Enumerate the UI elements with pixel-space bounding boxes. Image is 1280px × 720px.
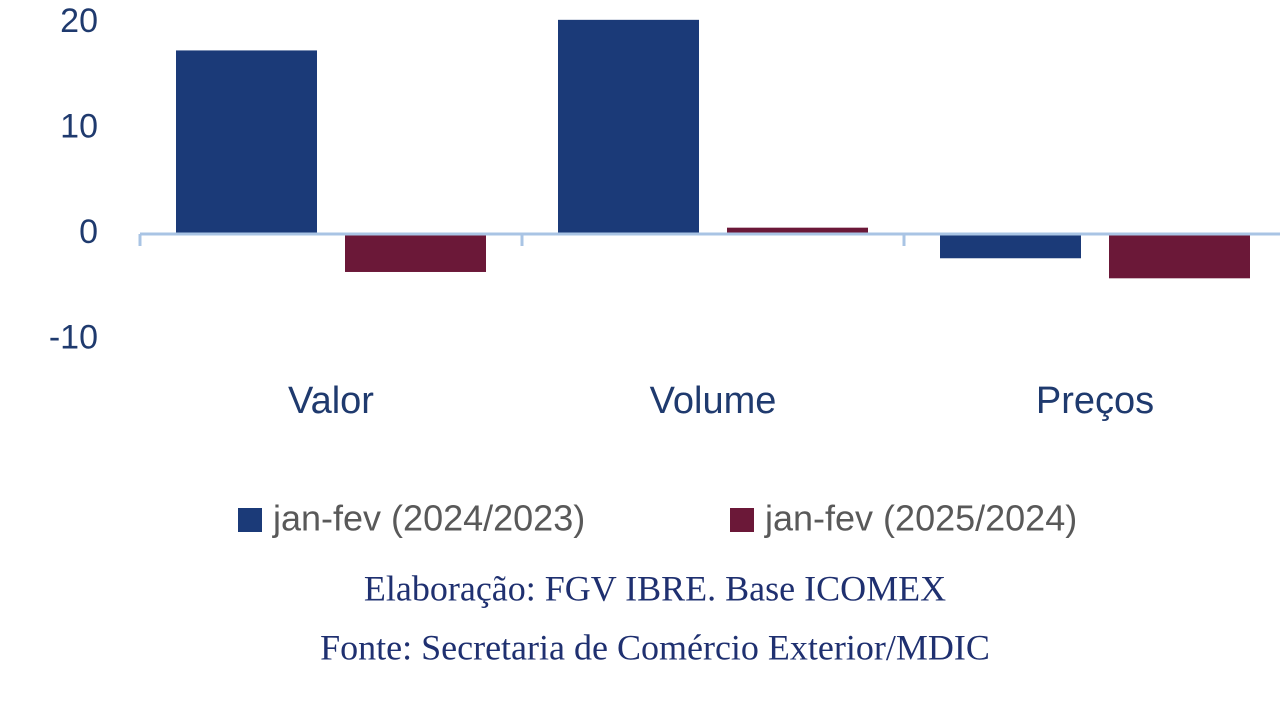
y-tick-label: -10	[49, 318, 98, 356]
source-note: Fonte: Secretaria de Comércio Exterior/M…	[320, 627, 990, 667]
bar	[727, 227, 868, 234]
bar	[176, 50, 317, 235]
x-tick-label: Preços	[1036, 380, 1154, 422]
source-note: Elaboração: FGV IBRE. Base ICOMEX	[364, 568, 946, 608]
bar	[1109, 234, 1250, 279]
legend-swatch	[238, 508, 262, 532]
bar	[558, 19, 699, 235]
x-tick-label: Valor	[288, 380, 374, 422]
legend-swatch	[730, 508, 754, 532]
legend-label: jan-fev (2024/2023)	[272, 498, 585, 539]
bar	[345, 234, 486, 272]
legend-label: jan-fev (2025/2024)	[764, 498, 1077, 539]
x-tick-label: Volume	[650, 380, 777, 422]
bar	[940, 234, 1081, 259]
y-tick-label: 20	[60, 2, 98, 40]
y-tick-label: 10	[60, 107, 98, 145]
y-tick-label: 0	[79, 213, 98, 251]
